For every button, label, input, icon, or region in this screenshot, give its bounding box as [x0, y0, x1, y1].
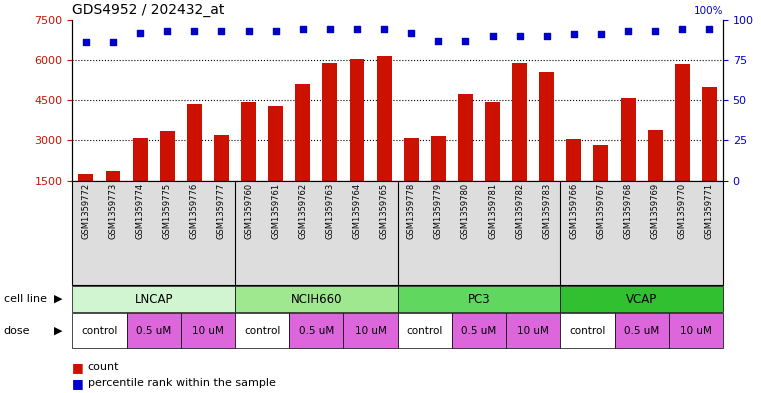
Point	[243, 28, 255, 34]
Text: control: control	[569, 325, 606, 336]
Text: GSM1359762: GSM1359762	[298, 183, 307, 239]
Bar	[106, 171, 120, 221]
Text: 0.5 uM: 0.5 uM	[624, 325, 659, 336]
Point	[323, 26, 336, 33]
Text: GSM1359772: GSM1359772	[81, 183, 91, 239]
Point	[540, 33, 552, 39]
Bar	[431, 136, 446, 221]
Text: GSM1359767: GSM1359767	[597, 183, 606, 239]
Text: count: count	[88, 362, 119, 373]
Point	[703, 26, 715, 33]
Text: control: control	[244, 325, 280, 336]
Point	[80, 39, 92, 45]
Text: PC3: PC3	[468, 292, 490, 306]
Bar	[512, 62, 527, 221]
Bar	[377, 56, 391, 221]
Text: GSM1359760: GSM1359760	[244, 183, 253, 239]
Text: GSM1359782: GSM1359782	[515, 183, 524, 239]
Text: percentile rank within the sample: percentile rank within the sample	[88, 378, 275, 388]
Bar	[214, 135, 229, 221]
Text: GSM1359764: GSM1359764	[352, 183, 361, 239]
Point	[161, 28, 174, 34]
Text: VCAP: VCAP	[626, 292, 658, 306]
Text: NCIH660: NCIH660	[291, 292, 342, 306]
Bar	[540, 72, 554, 221]
Text: GSM1359783: GSM1359783	[543, 183, 551, 239]
Text: GDS4952 / 202432_at: GDS4952 / 202432_at	[72, 3, 224, 17]
Text: GSM1359777: GSM1359777	[217, 183, 226, 239]
Text: GSM1359779: GSM1359779	[434, 183, 443, 239]
Point	[269, 28, 282, 34]
Text: 100%: 100%	[693, 6, 723, 17]
Point	[649, 28, 661, 34]
Bar	[404, 138, 419, 221]
Text: ■: ■	[72, 376, 88, 390]
Point	[514, 33, 526, 39]
Bar	[349, 59, 365, 221]
Point	[378, 26, 390, 33]
Point	[297, 26, 309, 33]
Bar	[187, 104, 202, 221]
Point	[188, 28, 200, 34]
Text: GSM1359766: GSM1359766	[569, 183, 578, 239]
Text: GSM1359763: GSM1359763	[326, 183, 334, 239]
Point	[134, 29, 146, 36]
Text: 10 uM: 10 uM	[355, 325, 387, 336]
Text: ■: ■	[72, 361, 88, 374]
Point	[677, 26, 689, 33]
Text: GSM1359774: GSM1359774	[135, 183, 145, 239]
Text: GSM1359773: GSM1359773	[109, 183, 117, 239]
Point	[460, 37, 472, 44]
Bar	[675, 64, 689, 221]
Bar	[295, 84, 310, 221]
Point	[107, 39, 119, 45]
Text: LNCAP: LNCAP	[135, 292, 173, 306]
Point	[351, 26, 363, 33]
Text: GSM1359780: GSM1359780	[461, 183, 470, 239]
Text: 0.5 uM: 0.5 uM	[298, 325, 334, 336]
Text: GSM1359778: GSM1359778	[406, 183, 416, 239]
Bar	[485, 101, 500, 221]
Bar	[132, 138, 148, 221]
Text: GSM1359771: GSM1359771	[705, 183, 714, 239]
Point	[568, 31, 580, 37]
Text: GSM1359770: GSM1359770	[678, 183, 686, 239]
Text: GSM1359781: GSM1359781	[488, 183, 497, 239]
Bar	[458, 94, 473, 221]
Bar	[268, 106, 283, 221]
Text: 0.5 uM: 0.5 uM	[136, 325, 171, 336]
Text: 0.5 uM: 0.5 uM	[461, 325, 497, 336]
Point	[432, 37, 444, 44]
Text: 10 uM: 10 uM	[680, 325, 712, 336]
Bar	[594, 145, 608, 221]
Text: 10 uM: 10 uM	[517, 325, 549, 336]
Bar	[566, 139, 581, 221]
Text: GSM1359768: GSM1359768	[623, 183, 632, 239]
Point	[215, 28, 228, 34]
Point	[405, 29, 417, 36]
Text: GSM1359761: GSM1359761	[271, 183, 280, 239]
Bar	[648, 130, 663, 221]
Text: GSM1359769: GSM1359769	[651, 183, 660, 239]
Text: GSM1359765: GSM1359765	[380, 183, 389, 239]
Text: GSM1359776: GSM1359776	[189, 183, 199, 239]
Bar	[323, 62, 337, 221]
Text: cell line: cell line	[4, 294, 47, 304]
Bar	[78, 174, 94, 221]
Text: control: control	[81, 325, 118, 336]
Text: ▶: ▶	[54, 294, 63, 304]
Text: ▶: ▶	[54, 325, 63, 336]
Bar	[621, 97, 635, 221]
Text: 10 uM: 10 uM	[192, 325, 224, 336]
Bar	[160, 131, 174, 221]
Point	[595, 31, 607, 37]
Text: GSM1359775: GSM1359775	[163, 183, 172, 239]
Bar	[702, 87, 717, 221]
Point	[486, 33, 498, 39]
Point	[622, 28, 634, 34]
Text: dose: dose	[4, 325, 30, 336]
Bar	[241, 101, 256, 221]
Text: control: control	[406, 325, 443, 336]
